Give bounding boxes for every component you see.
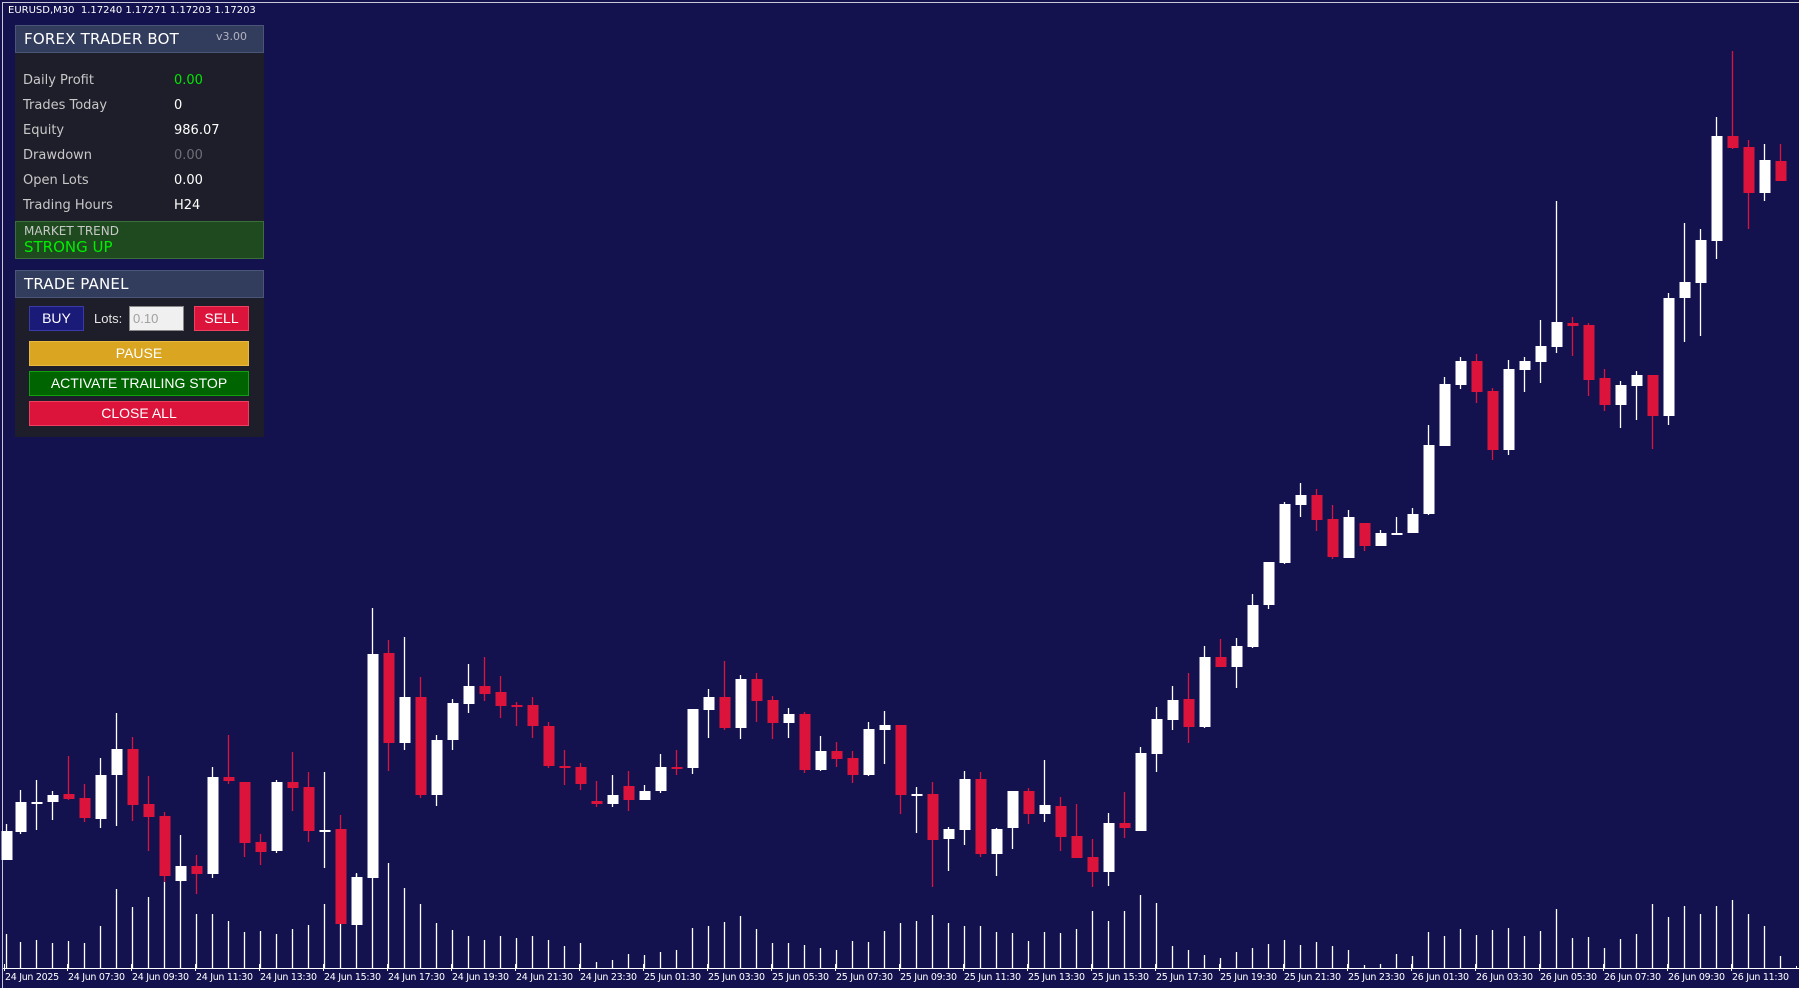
close-all-button-label: CLOSE ALL	[101, 405, 177, 421]
close-all-button[interactable]: CLOSE ALL	[29, 401, 249, 426]
activate-trailing-stop-button[interactable]: ACTIVATE TRAILING STOP	[29, 371, 249, 396]
stat-value: 0.00	[174, 173, 203, 188]
time-axis-label: 25 Jun 09:30	[900, 972, 957, 983]
symbol-ohlc-header: EURUSD,M30 1.17240 1.17271 1.17203 1.172…	[8, 5, 256, 16]
stat-label: Equity	[23, 123, 65, 138]
market-trend-value: STRONG UP	[24, 238, 113, 256]
time-axis-label: 24 Jun 19:30	[452, 972, 509, 983]
trade-panel-title: TRADE PANEL	[24, 275, 129, 293]
buy-button-label: BUY	[42, 310, 71, 326]
time-axis-label: 24 Jun 13:30	[260, 972, 317, 983]
time-axis-label: 26 Jun 01:30	[1412, 972, 1469, 983]
time-axis	[3, 964, 1799, 971]
bot-panel: FOREX TRADER BOT v3.00 Daily Profit 0.00…	[15, 25, 264, 259]
stat-label: Daily Profit	[23, 73, 94, 88]
time-axis-label: 25 Jun 05:30	[772, 972, 829, 983]
buy-button[interactable]: BUY	[29, 306, 84, 331]
time-axis-label: 26 Jun 07:30	[1604, 972, 1661, 983]
time-axis-label: 26 Jun 05:30	[1540, 972, 1597, 983]
time-axis-label: 24 Jun 11:30	[196, 972, 253, 983]
stat-label: Drawdown	[23, 148, 93, 163]
stat-value: 0.00	[174, 148, 203, 163]
time-axis-label: 24 Jun 09:30	[132, 972, 189, 983]
time-axis-label: 25 Jun 15:30	[1092, 972, 1149, 983]
bot-version: v3.00	[215, 30, 247, 43]
bot-panel-title: FOREX TRADER BOT	[24, 30, 180, 48]
trade-panel-header: TRADE PANEL	[15, 270, 264, 298]
stat-label: Trades Today	[23, 98, 108, 113]
lots-label: Lots:	[94, 311, 123, 326]
time-axis-label: 24 Jun 15:30	[324, 972, 381, 983]
trailing-stop-button-label: ACTIVATE TRAILING STOP	[50, 375, 228, 391]
time-axis-label: 25 Jun 01:30	[644, 972, 701, 983]
time-axis-label: 25 Jun 13:30	[1028, 972, 1085, 983]
time-axis-label: 25 Jun 11:30	[964, 972, 1021, 983]
volume-bars	[5, 863, 1782, 968]
time-axis-label: 24 Jun 07:30	[68, 972, 125, 983]
time-axis-label: 26 Jun 09:30	[1668, 972, 1725, 983]
time-axis-label: 25 Jun 17:30	[1156, 972, 1213, 983]
time-axis-label: 24 Jun 2025	[5, 972, 59, 983]
stat-label: Open Lots	[23, 173, 89, 188]
stat-value: 986.07	[174, 123, 220, 138]
stat-value: 0	[174, 98, 183, 113]
time-axis-label: 25 Jun 21:30	[1284, 972, 1341, 983]
time-axis-label: 25 Jun 19:30	[1220, 972, 1277, 983]
market-trend-label: MARKET TREND	[24, 224, 119, 238]
lots-input[interactable]	[129, 306, 184, 331]
time-axis-label: 24 Jun 21:30	[516, 972, 573, 983]
time-axis-label: 26 Jun 03:30	[1476, 972, 1533, 983]
time-axis-label: 25 Jun 07:30	[836, 972, 893, 983]
candles	[1, 51, 1787, 925]
market-trend-box: MARKET TREND STRONG UP	[15, 221, 264, 259]
pause-button-label: PAUSE	[115, 345, 163, 361]
time-axis-label: 25 Jun 03:30	[708, 972, 765, 983]
stat-value: H24	[174, 198, 201, 213]
time-axis-label: 24 Jun 23:30	[580, 972, 637, 983]
time-axis-label: 25 Jun 23:30	[1348, 972, 1405, 983]
sell-button-label: SELL	[204, 310, 239, 326]
time-axis-label: 26 Jun 11:30	[1732, 972, 1789, 983]
pause-button[interactable]: PAUSE	[29, 341, 249, 366]
stat-value: 0.00	[174, 73, 203, 88]
stat-label: Trading Hours	[23, 198, 113, 213]
time-axis-label: 24 Jun 17:30	[388, 972, 445, 983]
bot-panel-header: FOREX TRADER BOT v3.00	[15, 25, 264, 53]
sell-button[interactable]: SELL	[194, 306, 249, 331]
